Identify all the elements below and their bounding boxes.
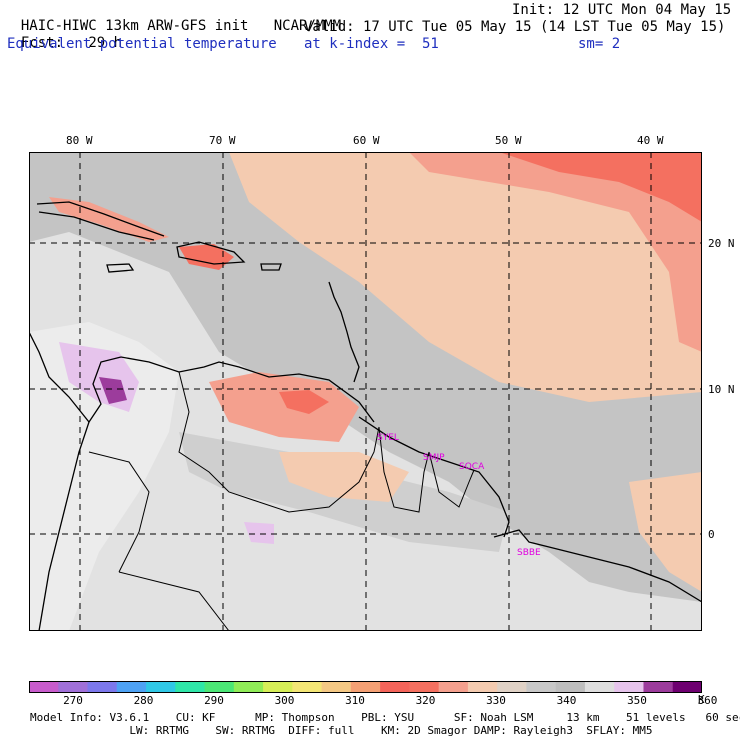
field-salmon-venezuela [209, 372, 359, 442]
border-guyana [378, 426, 430, 513]
borders [88, 371, 475, 631]
model-info-line2: LW: RRTMG SW: RRTMG DIFF: full KM: 2D Sm… [30, 724, 653, 737]
coast-hispaniola [176, 241, 246, 265]
valid-time: Valid: 17 UTC Tue 05 May 15 (14 LST Tue … [304, 19, 726, 35]
field-name: Equivalent potential temperature [7, 36, 277, 52]
lat-lon-grid [29, 152, 702, 631]
lat-label-10n: 10 N [708, 383, 735, 396]
smoothing: sm= 2 [578, 36, 621, 52]
field-lilac-amazon [244, 522, 274, 544]
colorbar-swatch [263, 681, 293, 693]
colorbar-swatch [58, 681, 89, 693]
colorbar-swatch [116, 681, 147, 693]
coast-brazil-north [493, 529, 702, 603]
colorbar-swatch [672, 681, 702, 693]
org-text: NCAR/MMM [273, 18, 342, 34]
border-colombia-venezuela [178, 371, 260, 503]
colorbar-tick-label: 270 [63, 694, 83, 707]
field-light-gray-west [29, 322, 179, 631]
field-peach-amazon [279, 452, 409, 502]
colorbar-tick-label: 360 [697, 694, 718, 707]
init-time: Init: 12 UTC Mon 04 May 15 [512, 2, 732, 18]
colorbar-swatch [555, 681, 586, 693]
border-colombia-ecuador [88, 451, 150, 573]
coast-pacific-sa [38, 421, 90, 631]
station-soca: SOCA [459, 462, 485, 472]
colorbar-swatch [584, 681, 615, 693]
forecast-hour: Fcst: 29 h [4, 19, 122, 51]
station-sbbe: SBBE [517, 548, 541, 558]
field-salmon-northeast [409, 152, 702, 352]
colorbar-swatch [409, 681, 440, 693]
colorbar [29, 681, 702, 693]
model-title-text: HAIC-HIWC 13km ARW-GFS init [20, 18, 249, 34]
colorbar-swatch [321, 681, 352, 693]
colorbar-swatch [438, 681, 469, 693]
colorbar-swatch [175, 681, 206, 693]
colorbar-swatches [29, 681, 702, 693]
fcst-label: Fcst: [20, 35, 64, 51]
colorbar-tick-label: 280 [133, 694, 154, 707]
colorbar-swatch [87, 681, 118, 693]
colorbar-swatch [146, 681, 176, 693]
colorbar-swatch [467, 681, 498, 693]
colorbar-swatch [29, 681, 59, 693]
colorbar-swatch [526, 681, 557, 693]
field-peach-southeast [629, 472, 702, 592]
lat-label-20n: 20 N [708, 237, 735, 250]
lon-label-40w: 40 W [637, 134, 664, 147]
colorbar-unit: K [698, 693, 705, 706]
colorbar-tick-label: 350 [627, 694, 647, 707]
border-venezuela-brazil [258, 426, 380, 513]
colorbar-tick-label: 340 [556, 694, 577, 707]
model-title: HAIC-HIWC 13km ARW-GFS init NCAR/MMM [4, 2, 341, 34]
coast-antilles [328, 281, 360, 383]
border-peru-brazil [118, 571, 230, 631]
border-suriname [428, 451, 475, 508]
lon-label-70w: 70 W [209, 134, 236, 147]
station-smjp: SMJP [423, 453, 445, 463]
coast-jamaica [106, 263, 135, 273]
colorbar-tick-label: 330 [486, 694, 506, 707]
field-red-venezuela [279, 390, 329, 414]
colorbar-frame [29, 681, 702, 693]
colorbar-swatch [204, 681, 235, 693]
field-salmon-cuba [49, 197, 169, 242]
colorbar-swatch [643, 681, 674, 693]
lon-label-80w: 80 W [66, 134, 93, 147]
fcst-value: 29 h [88, 35, 123, 51]
coast-cuba [36, 201, 165, 241]
map-frame [29, 152, 702, 631]
level-index: at k-index = 51 [304, 36, 439, 52]
theta-e-map: SYEL SMJP SOCA SBBE [29, 152, 702, 631]
coastlines [29, 201, 702, 631]
lon-label-50w: 50 W [495, 134, 522, 147]
field-peach-north [229, 152, 702, 402]
colorbar-swatch [614, 681, 644, 693]
field-light-gray-region [29, 232, 702, 631]
station-syel: SYEL [377, 433, 399, 443]
field-purple-colombia [99, 377, 127, 404]
colorbar-swatch [350, 681, 381, 693]
field-red-core-north [499, 152, 702, 222]
lon-label-60w: 60 W [353, 134, 380, 147]
colorbar-tick-label: 310 [345, 694, 365, 707]
colorbar-swatch [380, 681, 410, 693]
coast-venezuela-north [120, 356, 375, 423]
coast-puerto-rico [260, 263, 282, 271]
colorbar-tick-label: 300 [274, 694, 295, 707]
colorbar-swatch [292, 681, 323, 693]
coast-guianas [358, 416, 510, 538]
colorbar-tick-label: 290 [204, 694, 224, 707]
stations: SYEL SMJP SOCA SBBE [377, 433, 541, 558]
lat-label-0: 0 [708, 528, 715, 541]
colorbar-swatch [233, 681, 264, 693]
colorbar-swatch [497, 681, 527, 693]
colorbar-tick-label: 320 [415, 694, 436, 707]
model-info-line1: Model Info: V3.6.1 CU: KF MP: Thompson P… [30, 711, 740, 724]
